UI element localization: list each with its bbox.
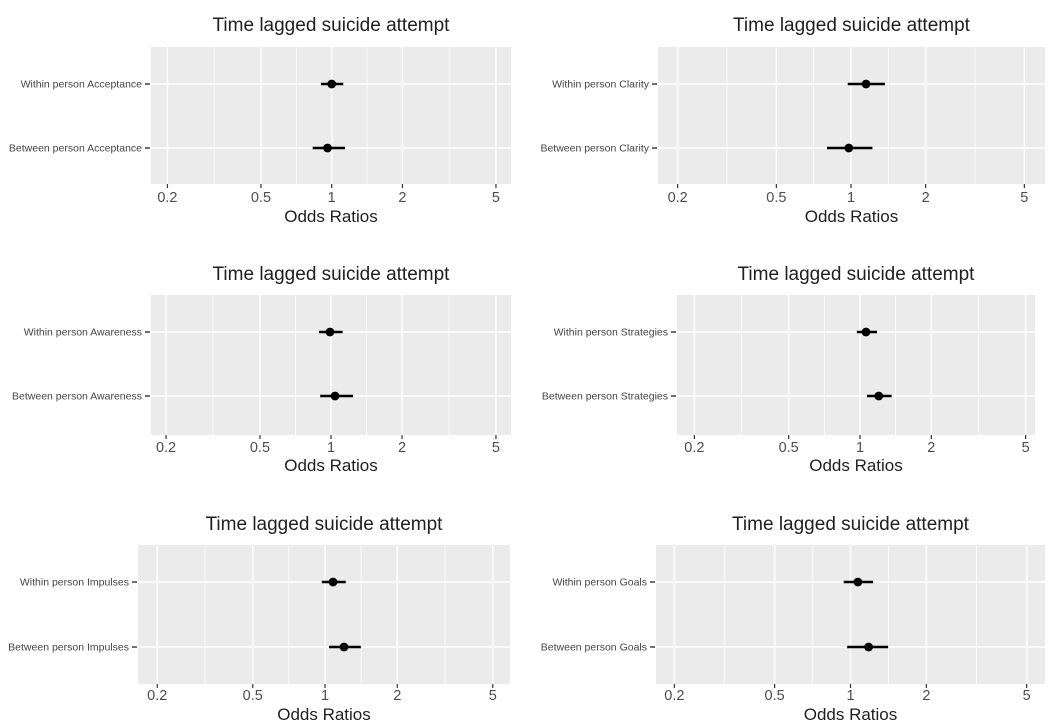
y-axis-label: Within person Impulses [20, 577, 129, 589]
x-tick-label: 5 [492, 190, 500, 206]
x-axis-title: Odds Ratios [277, 705, 371, 724]
y-axis-label: Between person Awareness [12, 391, 142, 403]
x-axis-title: Odds Ratios [805, 207, 899, 226]
x-tick-label: 1 [846, 688, 854, 704]
point-estimate [339, 642, 349, 652]
y-axis-label: Within person Goals [552, 577, 647, 589]
forest-plot-acceptance-svg: 0.2 0.5 1 2 5 Within person Acceptance Between… [9, 15, 511, 226]
point-estimate [325, 327, 335, 337]
point-estimate [328, 577, 338, 587]
forest-plot-goals-svg: 0.2 0.5 1 2 5 Within person Goals Between pers… [541, 514, 1045, 724]
x-tick-label: 5 [489, 688, 497, 704]
x-tick-label: 0.2 [147, 688, 167, 704]
forest-plot-clarity: 0.2 0.5 1 2 5 Within person Clarity Between pe… [525, 0, 1050, 242]
forest-plot-impulses-svg: 0.2 0.5 1 2 5 Within person Impulses Between p… [8, 514, 510, 724]
point-estimate [853, 577, 863, 587]
forest-plot-impulses: 0.2 0.5 1 2 5 Within person Impulses Between p… [0, 484, 525, 726]
x-tick-label: 0.5 [765, 688, 785, 704]
x-tick-label: 1 [327, 440, 335, 456]
point-estimate [874, 391, 884, 401]
y-axis-label: Within person Strategies [554, 327, 668, 339]
point-estimate [864, 642, 874, 652]
x-tick-label: 0.5 [243, 688, 263, 704]
x-axis-title: Odds Ratios [284, 207, 378, 226]
x-tick-label: 5 [1023, 688, 1031, 704]
x-tick-label: 5 [1020, 190, 1028, 206]
y-axis-label: Between person Clarity [540, 143, 649, 155]
panel-title: Time lagged suicide attempt [732, 514, 970, 535]
point-estimate [330, 391, 340, 401]
y-axis-label: Between person Impulses [8, 642, 129, 654]
y-axis-label: Within person Awareness [24, 327, 142, 339]
forest-plot-strategies-svg: 0.2 0.5 1 2 5 Within person Strategies Between… [542, 264, 1035, 475]
y-axis-label: Within person Acceptance [21, 79, 143, 91]
point-estimate [861, 327, 871, 337]
x-tick-label: 2 [393, 688, 401, 704]
x-tick-label: 5 [492, 440, 500, 456]
point-estimate [844, 143, 854, 153]
x-axis-title: Odds Ratios [809, 456, 903, 475]
panel-title: Time lagged suicide attempt [206, 514, 444, 535]
x-tick-label: 0.5 [766, 190, 786, 206]
x-axis-title: Odds Ratios [804, 705, 898, 724]
x-tick-label: 5 [1022, 440, 1030, 456]
x-tick-label: 1 [856, 440, 864, 456]
x-tick-label: 2 [922, 688, 930, 704]
x-tick-label: 0.5 [251, 190, 271, 206]
y-axis-label: Between person Goals [541, 642, 647, 654]
panel-title: Time lagged suicide attempt [213, 264, 451, 285]
y-axis-label: Between person Strategies [542, 391, 668, 403]
x-tick-label: 2 [927, 440, 935, 456]
x-tick-label: 2 [398, 440, 406, 456]
plot-panel [138, 545, 510, 684]
forest-plot-strategies: 0.2 0.5 1 2 5 Within person Strategies Between… [525, 242, 1050, 484]
x-tick-label: 0.2 [668, 190, 688, 206]
plot-panel [677, 295, 1035, 435]
forest-plot-acceptance: 0.2 0.5 1 2 5 Within person Acceptance Between… [0, 0, 525, 242]
panel-title: Time lagged suicide attempt [733, 15, 971, 36]
point-estimate [323, 143, 332, 153]
forest-plot-awareness: 0.2 0.5 1 2 5 Within person Awareness Between … [0, 242, 525, 484]
x-tick-label: 1 [328, 190, 336, 206]
x-tick-label: 1 [321, 688, 329, 704]
point-estimate [861, 79, 871, 89]
forest-plot-awareness-svg: 0.2 0.5 1 2 5 Within person Awareness Between … [12, 264, 511, 475]
x-tick-label: 2 [398, 190, 406, 206]
x-tick-label: 0.2 [664, 688, 684, 704]
x-tick-label: 2 [922, 190, 930, 206]
x-tick-label: 0.2 [157, 190, 177, 206]
forest-plot-goals: 0.2 0.5 1 2 5 Within person Goals Between pers… [525, 484, 1050, 726]
x-tick-label: 0.5 [779, 440, 799, 456]
forest-plot-clarity-svg: 0.2 0.5 1 2 5 Within person Clarity Between pe… [540, 15, 1045, 226]
point-estimate [327, 79, 337, 89]
x-tick-label: 0.5 [250, 440, 270, 456]
panel-title: Time lagged suicide attempt [213, 15, 451, 36]
x-tick-label: 1 [847, 190, 855, 206]
y-axis-label: Between person Acceptance [9, 143, 142, 155]
y-axis-label: Within person Clarity [552, 79, 650, 91]
panel-title: Time lagged suicide attempt [738, 264, 976, 285]
x-tick-label: 0.2 [156, 440, 176, 456]
x-axis-title: Odds Ratios [284, 456, 378, 475]
x-tick-label: 0.2 [684, 440, 704, 456]
